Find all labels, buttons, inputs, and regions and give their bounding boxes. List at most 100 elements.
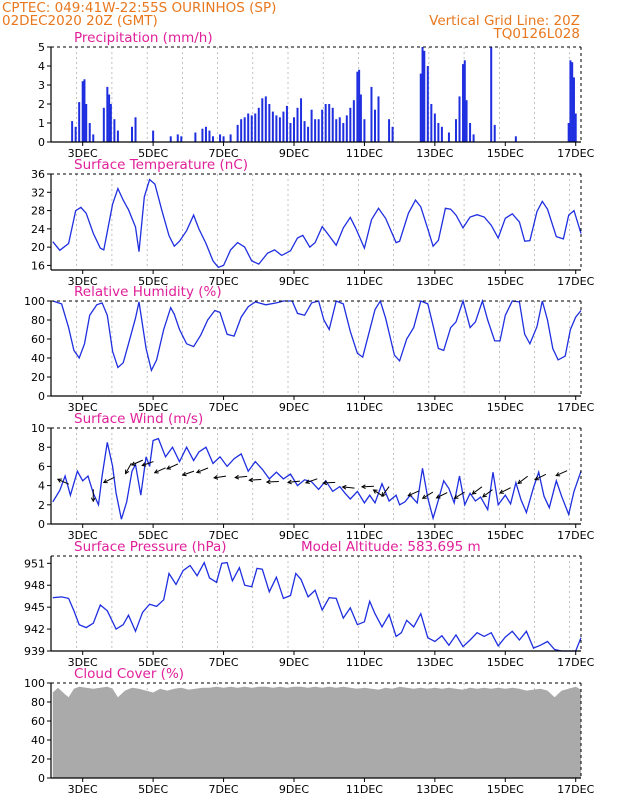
- header-model-id: TQ0126L028: [492, 26, 580, 42]
- precip-bar: [303, 121, 306, 142]
- y-tick-label: 2: [38, 98, 45, 111]
- precip-bar: [243, 117, 246, 142]
- x-tick-label: 15DEC: [487, 147, 524, 160]
- x-tick-label: 17DEC: [557, 275, 594, 288]
- x-tick-label: 3DEC: [68, 401, 98, 414]
- precip-bar: [83, 79, 86, 142]
- wind-arrow: [56, 478, 70, 485]
- wind-arrow: [213, 475, 227, 480]
- x-tick-label: 9DEC: [279, 147, 309, 160]
- precip-bar: [282, 111, 285, 142]
- x-tick-label: 7DEC: [209, 275, 239, 288]
- precip-bar: [201, 128, 204, 142]
- precip-bar: [229, 134, 232, 142]
- wind-arrow: [286, 479, 301, 485]
- wind-arrow: [534, 473, 547, 481]
- precip-bar: [423, 50, 426, 142]
- x-tick-label: 7DEC: [209, 147, 239, 160]
- precip-bar: [377, 96, 380, 142]
- precip-bar: [169, 136, 172, 142]
- y-tick-label: 20: [31, 241, 45, 254]
- y-tick-label: 40: [31, 734, 45, 747]
- precip-bar: [236, 124, 239, 142]
- x-tick-label: 9DEC: [279, 275, 309, 288]
- x-tick-label: 13DEC: [416, 656, 453, 669]
- precip-bar: [342, 123, 345, 142]
- precip-bar: [240, 119, 243, 142]
- precip-bar: [278, 117, 281, 142]
- precip-bar: [359, 94, 362, 142]
- y-tick-label: 20: [31, 753, 45, 766]
- y-tick-label: 8: [38, 441, 45, 454]
- wind-arrow: [153, 467, 166, 474]
- precip-bar: [289, 123, 292, 142]
- y-tick-label: 32: [31, 186, 45, 199]
- temp-series-line: [52, 178, 582, 269]
- precip-bar: [106, 86, 109, 142]
- precip-bar: [211, 136, 214, 142]
- precip-bar: [261, 98, 264, 142]
- x-tick-label: 17DEC: [557, 401, 594, 414]
- precip-bar: [314, 119, 317, 142]
- precip-bar: [567, 123, 570, 142]
- x-tick-label: 5DEC: [138, 529, 168, 542]
- x-tick-label: 13DEC: [416, 529, 453, 542]
- y-tick-label: 942: [24, 623, 45, 636]
- wind-arrow: [482, 489, 493, 498]
- wind-arrow: [181, 470, 195, 477]
- precip-bar: [388, 119, 391, 142]
- x-tick-label: 15DEC: [487, 783, 524, 796]
- x-tick-label: 5DEC: [138, 401, 168, 414]
- x-tick-label: 9DEC: [279, 783, 309, 796]
- y-tick-label: 20: [31, 371, 45, 384]
- precip-bar: [102, 107, 105, 142]
- precip-bar: [204, 126, 207, 142]
- y-tick-label: 100: [24, 295, 45, 308]
- precip-bar: [296, 107, 299, 142]
- x-tick-label: 17DEC: [557, 529, 594, 542]
- meteogram-panels: Precipitation (mm/h) 0 1 2 3 4 5 3DEC 5DEC 7DEC 9D…: [24, 30, 595, 796]
- y-tick-label: 28: [31, 205, 45, 218]
- precip-bar: [108, 94, 111, 142]
- y-tick-label: 2: [38, 499, 45, 512]
- precip-bar: [130, 126, 133, 142]
- y-tick-label: 10: [31, 422, 45, 435]
- precip-bar: [152, 130, 155, 142]
- x-tick-label: 13DEC: [416, 147, 453, 160]
- x-tick-label: 5DEC: [138, 275, 168, 288]
- panel-rh: Relative Humidity (%) 0 20 40 60 80 100 3DEC 5DE…: [24, 284, 595, 414]
- panel-pres: Surface Pressure (hPa) Model Altitude: 58…: [24, 539, 595, 669]
- wind-arrow: [360, 484, 374, 490]
- wind-arrow: [498, 487, 511, 494]
- wind-arrow: [304, 478, 318, 484]
- precip-bar: [85, 104, 88, 142]
- precip-bar: [421, 47, 424, 142]
- precip-bar: [572, 77, 575, 142]
- temp-title: Surface Temperature (nC): [74, 157, 248, 173]
- x-tick-label: 13DEC: [416, 401, 453, 414]
- panel-precip: Precipitation (mm/h) 0 1 2 3 4 5 3DEC 5DEC 7DEC 9D…: [38, 30, 595, 160]
- pres-title: Surface Pressure (hPa): [74, 539, 227, 555]
- precip-bar: [391, 126, 394, 142]
- y-tick-label: 80: [31, 314, 45, 327]
- y-tick-label: 939: [24, 645, 45, 658]
- precip-bar: [574, 113, 577, 142]
- precip-bar: [109, 104, 112, 142]
- precip-bar: [440, 126, 443, 142]
- x-tick-label: 11DEC: [346, 656, 383, 669]
- wind-arrow: [381, 486, 390, 497]
- panel-temp: Surface Temperature (nC) 16 20 24 28 32 36 3DEC…: [31, 157, 595, 288]
- precip-bar: [463, 60, 466, 142]
- y-tick-label: 40: [31, 352, 45, 365]
- precip-bar: [356, 71, 359, 142]
- y-tick-label: 100: [24, 677, 45, 690]
- rh-series-line: [52, 298, 582, 373]
- precip-bar: [328, 104, 331, 142]
- wind-arrow: [90, 489, 96, 503]
- pres-series-line: [52, 560, 582, 652]
- x-tick-label: 7DEC: [209, 401, 239, 414]
- precip-bar: [134, 117, 137, 142]
- precip-bar: [454, 119, 457, 142]
- x-tick-label: 7DEC: [209, 656, 239, 669]
